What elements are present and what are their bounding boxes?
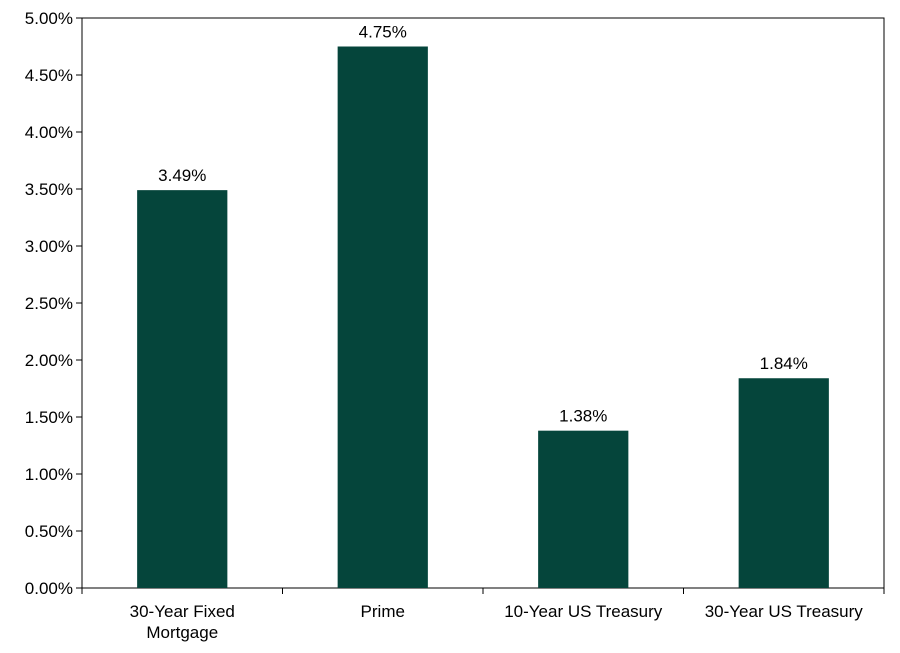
y-tick-label: 4.00% [25, 123, 73, 142]
bar [538, 430, 629, 588]
x-category-label-line: 10-Year US Treasury [504, 602, 663, 621]
bar [137, 190, 228, 588]
x-category-label-line: 30-Year US Treasury [705, 602, 864, 621]
y-tick-label: 1.00% [25, 465, 73, 484]
x-category-label: 30-Year Fixed Mortgage [130, 602, 235, 642]
x-axis: 30-Year Fixed Mortgage Prime 10-Year US Tre… [81, 588, 885, 642]
x-category-label: 30-Year US Treasury [705, 602, 864, 621]
y-tick-label: 3.50% [25, 180, 73, 199]
x-category-label-line: Mortgage [146, 623, 218, 642]
y-tick-label: 5.00% [25, 9, 73, 28]
y-tick-label: 0.50% [25, 522, 73, 541]
y-tick-label: 4.50% [25, 66, 73, 85]
x-category-label-line: Prime [361, 602, 405, 621]
y-tick-label: 1.50% [25, 408, 73, 427]
y-tick-label: 3.00% [25, 237, 73, 256]
x-category-label: Prime [361, 602, 405, 621]
data-labels: 3.49% 4.75% 1.38% 1.84% [158, 23, 808, 426]
bar-value-label: 1.84% [760, 354, 808, 373]
y-axis: 0.00% 0.50% 1.00% 1.50% 2.00% 2.50% 3.00% 3.50%… [25, 9, 82, 598]
y-tick-label: 0.00% [25, 579, 73, 598]
bar-value-label: 4.75% [359, 23, 407, 42]
bar [337, 46, 428, 588]
bar-value-label: 3.49% [158, 166, 206, 185]
x-category-label-line: 30-Year Fixed [130, 602, 235, 621]
bar [738, 378, 829, 588]
y-tick-label: 2.50% [25, 294, 73, 313]
x-category-label: 10-Year US Treasury [504, 602, 663, 621]
bar-value-label: 1.38% [559, 407, 607, 426]
bars [137, 46, 829, 588]
y-tick-label: 2.00% [25, 351, 73, 370]
